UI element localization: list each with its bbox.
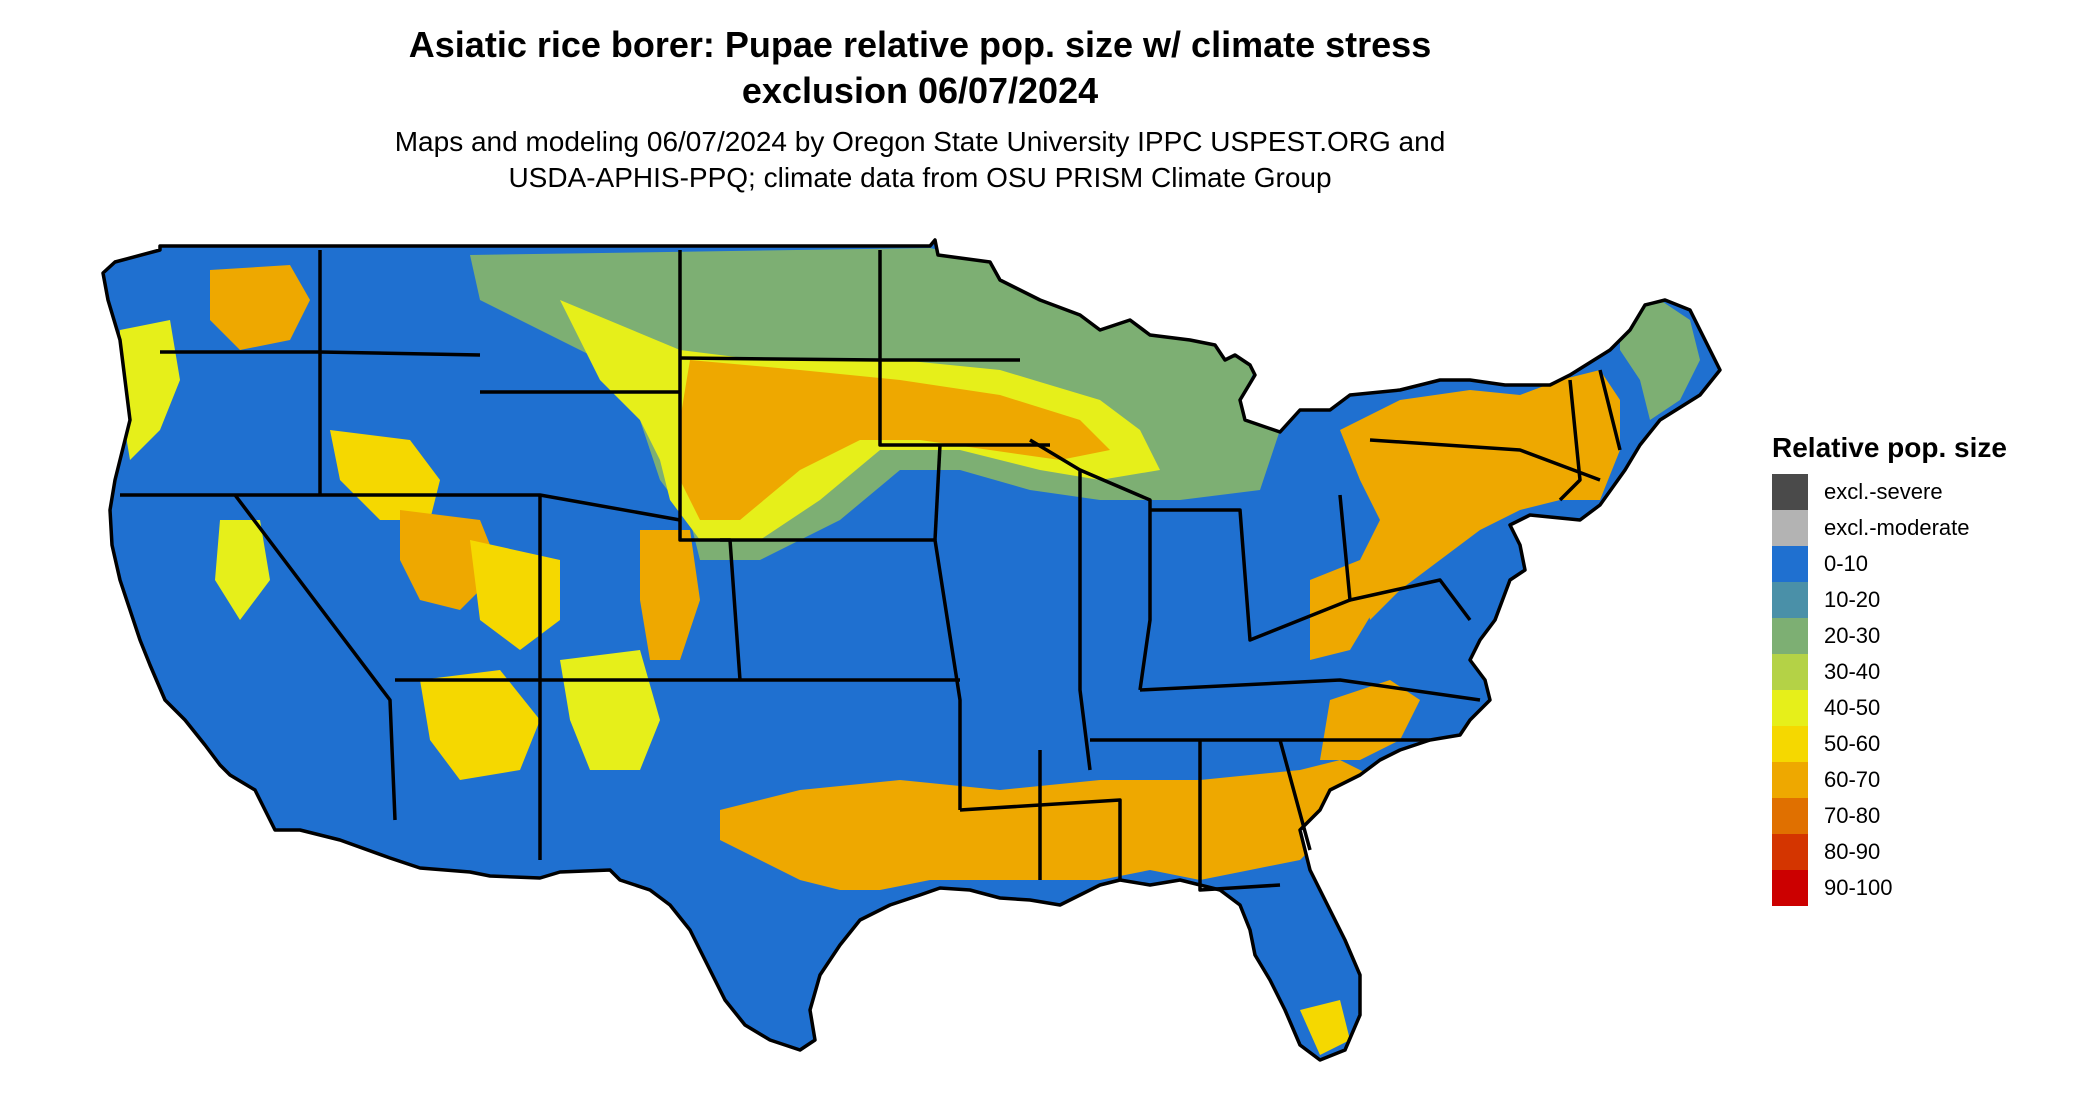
legend-label: 30-40	[1824, 659, 1881, 684]
legend: Relative pop. size excl.-severe excl.-mod…	[1772, 432, 2072, 906]
legend-item: 70-80	[1772, 798, 2072, 834]
legend-label: excl.-moderate	[1824, 515, 1970, 540]
legend-swatch	[1772, 834, 1808, 870]
legend-item: excl.-moderate	[1772, 510, 2072, 546]
legend-swatch	[1772, 510, 1808, 546]
title-line-2: exclusion 06/07/2024	[741, 70, 1099, 111]
legend-item: excl.-severe	[1772, 474, 2072, 510]
legend-item: 20-30	[1772, 618, 2072, 654]
legend-label: 0-10	[1824, 551, 1869, 576]
legend-item: 60-70	[1772, 762, 2072, 798]
legend-item: 80-90	[1772, 834, 2072, 870]
legend-label: 80-90	[1824, 839, 1881, 864]
subtitle-line-1: Maps and modeling 06/07/2024 by Oregon S…	[394, 126, 1446, 157]
legend-title: Relative pop. size	[1772, 432, 2007, 463]
legend-label: 70-80	[1824, 803, 1881, 828]
map-subtitle: Maps and modeling 06/07/2024 by Oregon S…	[0, 124, 1840, 196]
legend-label: 10-20	[1824, 587, 1881, 612]
legend-swatch	[1772, 870, 1808, 906]
legend-swatch	[1772, 654, 1808, 690]
legend-label: excl.-severe	[1824, 479, 1943, 504]
legend-items: excl.-severe excl.-moderate 0-10 10-20 20-30…	[1772, 474, 2072, 906]
legend-swatch	[1772, 474, 1808, 510]
legend-item: 40-50	[1772, 690, 2072, 726]
legend-label: 90-100	[1824, 875, 1893, 900]
legend-label: 50-60	[1824, 731, 1881, 756]
map-title: Asiatic rice borer: Pupae relative pop. …	[0, 22, 1840, 114]
legend-label: 40-50	[1824, 695, 1881, 720]
legend-swatch	[1772, 726, 1808, 762]
legend-swatch	[1772, 762, 1808, 798]
subtitle-line-2: USDA-APHIS-PPQ; climate data from OSU PR…	[508, 162, 1332, 193]
legend-swatch	[1772, 618, 1808, 654]
legend-item: 90-100	[1772, 870, 2072, 906]
legend-swatch	[1772, 690, 1808, 726]
legend-swatch	[1772, 546, 1808, 582]
legend-swatch	[1772, 798, 1808, 834]
legend-item: 10-20	[1772, 582, 2072, 618]
legend-item: 30-40	[1772, 654, 2072, 690]
legend-swatch	[1772, 582, 1808, 618]
legend-item: 0-10	[1772, 546, 2072, 582]
legend-label: 20-30	[1824, 623, 1881, 648]
title-line-1: Asiatic rice borer: Pupae relative pop. …	[408, 24, 1432, 65]
legend-label: 60-70	[1824, 767, 1881, 792]
legend-item: 50-60	[1772, 726, 2072, 762]
